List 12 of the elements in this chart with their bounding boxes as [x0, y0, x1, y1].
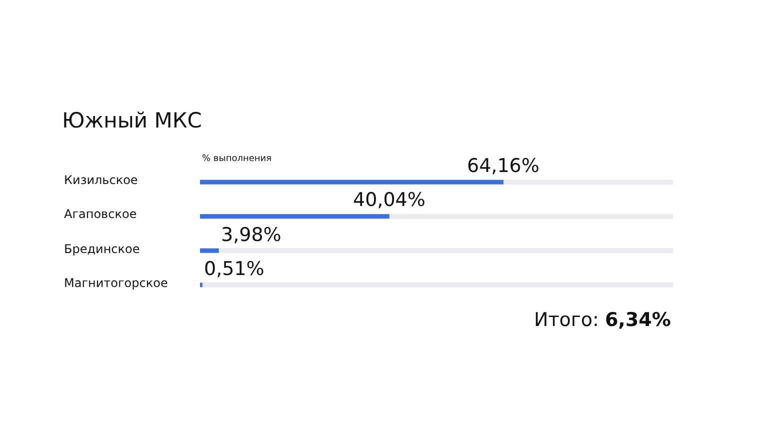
- y-tick-label: Брединское: [64, 242, 140, 256]
- annotation: Итого: 6,34%: [534, 309, 671, 331]
- bar: [200, 248, 219, 253]
- y-tick-label: Агаповское: [64, 207, 137, 221]
- data-label: 3,98%: [221, 224, 282, 246]
- data-label: 0,51%: [204, 258, 264, 280]
- chart-title: Южный МКС: [62, 108, 202, 132]
- text: % выполнения: [202, 154, 272, 164]
- data-label: 40,04%: [353, 189, 426, 211]
- y-tick-label: Магнитогорское: [64, 276, 168, 290]
- data-label: 64,16%: [467, 155, 540, 177]
- y-tick-label: Кизильское: [64, 173, 138, 187]
